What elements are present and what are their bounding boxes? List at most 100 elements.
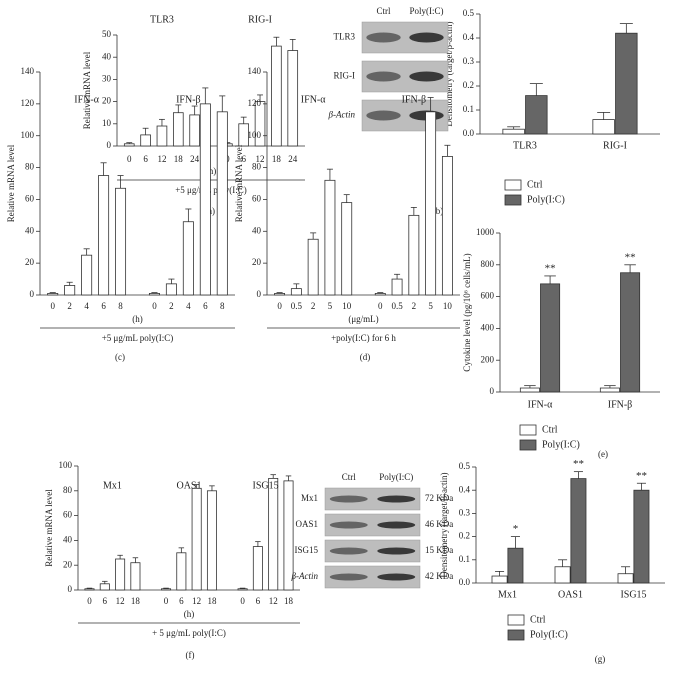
x-tick-label: 10: [342, 301, 352, 311]
x-tick-label: 10: [443, 301, 453, 311]
x-axis-label: (h): [206, 166, 217, 176]
group-label: TLR3: [150, 14, 174, 25]
condition-label: +5 μg/mL poly(I:C): [102, 333, 174, 343]
y-tick-label: 1000: [476, 227, 495, 237]
x-tick-label: OAS1: [558, 589, 583, 600]
x-tick-label: 18: [272, 154, 282, 164]
blot-row-label: Mx1: [301, 493, 318, 503]
y-tick-label: 600: [481, 291, 495, 301]
y-tick-label: 80: [252, 162, 262, 172]
group-label: Mx1: [103, 480, 122, 491]
bar: [287, 50, 299, 147]
bar: [617, 573, 634, 584]
x-tick-label: 6: [103, 596, 108, 606]
x-tick-label: 2: [67, 301, 72, 311]
blot-band: [409, 71, 444, 82]
legend-label: Ctrl: [527, 179, 543, 190]
x-tick-label: 12: [116, 596, 125, 606]
y-tick-label: 20: [252, 257, 262, 267]
y-tick-label: 30: [102, 73, 112, 83]
group-label: IFN-α: [301, 94, 326, 105]
x-tick-label: 8: [220, 301, 225, 311]
x-tick-label: 0: [152, 301, 157, 311]
bar: [98, 175, 110, 296]
blot-size-label: 46 KDa: [425, 519, 453, 529]
bar: [189, 114, 200, 147]
bar: [216, 111, 228, 296]
y-axis-label: Relative mRNA level: [234, 144, 244, 222]
x-tick-label: 12: [157, 154, 166, 164]
blot-column-label: Poly(I:C): [379, 472, 413, 482]
bar: [540, 283, 561, 393]
bar: [81, 254, 93, 296]
y-tick-label: 40: [102, 51, 112, 61]
blot-membrane: [324, 513, 421, 537]
x-tick-label: 6: [179, 596, 184, 606]
y-tick-label: 0: [68, 584, 73, 594]
bar: [115, 558, 126, 591]
y-tick-label: 0: [30, 289, 35, 299]
blot-column-label: Poly(I:C): [409, 6, 443, 16]
bar: [633, 489, 650, 584]
blot-size-label: 15 KDa: [425, 545, 453, 555]
group-label: ISG15: [252, 480, 278, 491]
y-axis-label: Densitometry (target/β-actin): [439, 472, 449, 577]
blot-band: [366, 110, 401, 121]
y-tick-label: 0.5: [463, 8, 475, 18]
legend-swatch: [519, 424, 537, 436]
legend-swatch: [519, 439, 537, 451]
x-tick-label: 0: [50, 301, 55, 311]
bar: [84, 588, 95, 591]
bar: [341, 202, 353, 296]
blot-row-label: β-Actin: [328, 110, 356, 120]
x-tick-label: 4: [186, 301, 191, 311]
y-tick-label: 40: [25, 225, 35, 235]
bar: [519, 387, 540, 393]
bar: [592, 119, 615, 135]
bar: [206, 490, 217, 591]
bar: [620, 272, 641, 393]
condition-label: + 5 μg/mL poly(I:C): [152, 628, 226, 638]
x-tick-label: 2: [412, 301, 417, 311]
y-tick-label: 0.0: [463, 128, 475, 138]
x-tick-label: 18: [284, 596, 294, 606]
y-tick-label: 40: [252, 225, 262, 235]
bar: [123, 143, 135, 147]
legend-label: Ctrl: [530, 614, 546, 625]
bar: [554, 566, 571, 584]
x-tick-label: 5: [428, 301, 433, 311]
group-label: IFN-β: [176, 94, 201, 105]
bar: [570, 478, 587, 584]
bar: [140, 134, 151, 147]
x-tick-label: 6: [241, 154, 246, 164]
y-tick-label: 140: [21, 66, 35, 76]
y-tick-label: 0.3: [463, 56, 475, 66]
y-tick-label: 20: [63, 559, 73, 569]
bar: [507, 547, 524, 584]
y-tick-label: 0.1: [459, 554, 470, 564]
blot-band: [366, 32, 401, 43]
x-tick-label: 0: [127, 154, 132, 164]
y-tick-label: 0.4: [459, 484, 471, 494]
y-tick-label: 0.4: [463, 32, 475, 42]
bar: [408, 214, 420, 296]
x-tick-label: 0.5: [391, 301, 403, 311]
x-axis-label: (h): [132, 314, 143, 324]
blot-membrane: [324, 539, 421, 563]
blot-size-label: 72 KDa: [425, 493, 453, 503]
panel-label: (b): [433, 206, 444, 216]
annotation: **: [636, 470, 647, 482]
bar: [268, 477, 279, 591]
x-tick-label: RIG-I: [603, 140, 627, 151]
x-tick-label: 24: [288, 154, 298, 164]
bar: [324, 179, 336, 296]
x-tick-label: 0: [87, 596, 92, 606]
bar: [525, 95, 548, 135]
bar: [307, 238, 319, 296]
x-tick-label: Mx1: [498, 589, 517, 600]
panel-label: (d): [360, 352, 371, 362]
panel-label: (f): [186, 650, 195, 660]
x-tick-label: 24: [190, 154, 200, 164]
x-tick-label: 18: [131, 596, 141, 606]
panel-label: (g): [595, 654, 606, 664]
